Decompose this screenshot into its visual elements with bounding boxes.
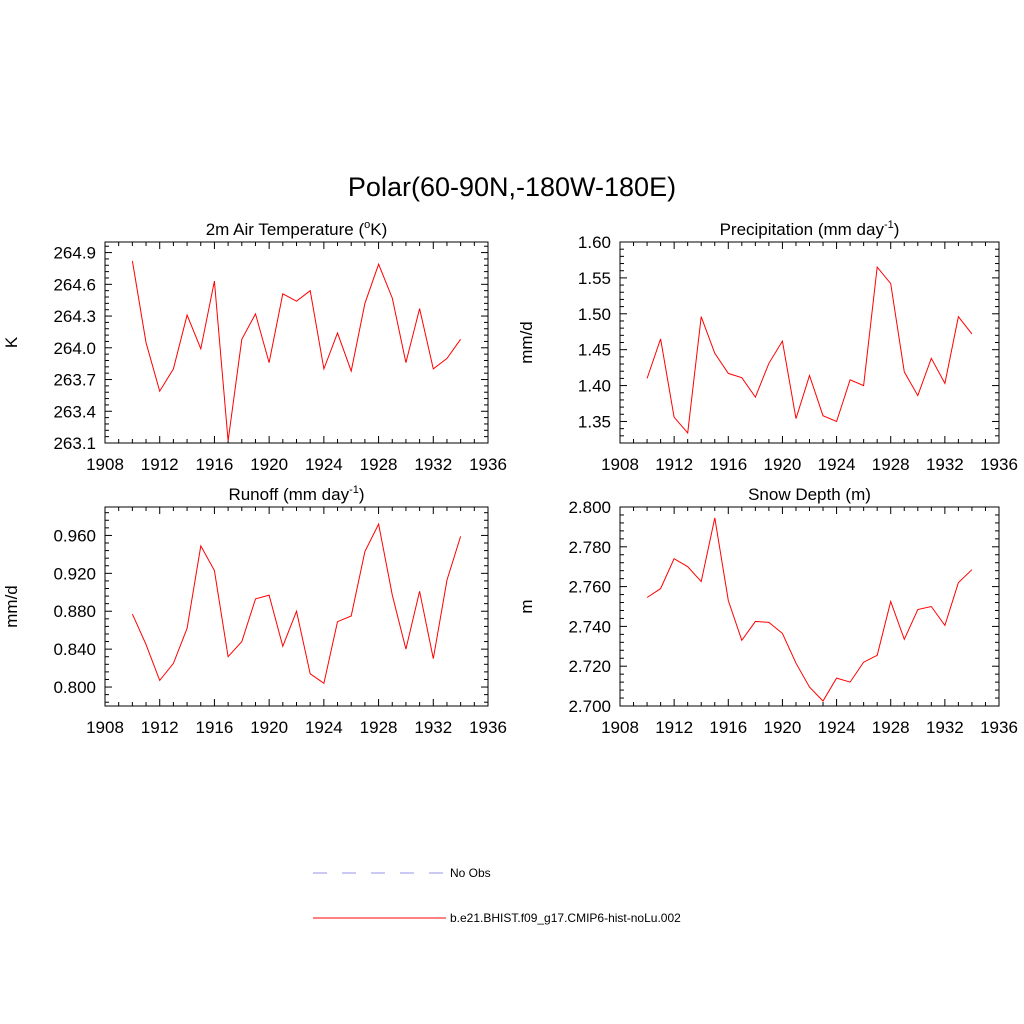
y-tick-label: 263.7	[53, 371, 96, 390]
y-tick-label: 0.840	[53, 640, 96, 659]
x-tick-label: 1932	[926, 455, 964, 474]
y-tick-label: 264.9	[53, 244, 96, 263]
y-axis-label: mm/d	[2, 585, 21, 628]
y-tick-label: 1.55	[578, 269, 611, 288]
chart-panel-2: 1908 1912 1916 1920 1924 1928 1932 1936 1.35 1.40…	[517, 219, 1018, 474]
x-tick-label: 1908	[86, 718, 124, 737]
x-tick-label: 1912	[655, 718, 693, 737]
x-tick-label: 1936	[980, 455, 1018, 474]
series-line	[646, 517, 973, 702]
x-tick-label: 1908	[86, 455, 124, 474]
x-tick-label: 1928	[872, 455, 910, 474]
x-tick-label: 1912	[141, 455, 179, 474]
y-tick-label: 0.880	[53, 602, 96, 621]
y-tick-label: 1.50	[578, 305, 611, 324]
x-tick-label: 1928	[872, 718, 910, 737]
x-tick-label: 1932	[926, 718, 964, 737]
y-tick-label: 1.45	[578, 341, 611, 360]
y-tick-label: 2.780	[568, 538, 611, 557]
series-line	[646, 265, 973, 435]
y-tick-label: 264.6	[53, 275, 96, 294]
x-tick-label: 1920	[250, 455, 288, 474]
series-line	[131, 260, 462, 441]
panels: 1908 1912 1916 1920 1924 1928 1932 1936 263.1 263…	[2, 219, 1018, 737]
y-tick-label: 1.35	[578, 412, 611, 431]
panel-title: 2m Air Temperature (oK)	[206, 219, 388, 239]
y-tick-label: 1.60	[578, 233, 611, 252]
plot-frame	[104, 506, 489, 707]
chart-panel-1: 1908 1912 1916 1920 1924 1928 1932 1936 263.1 263…	[2, 219, 507, 474]
x-tick-label: 1932	[414, 718, 452, 737]
x-tick-label: 1932	[414, 455, 452, 474]
chart-panel-4: 1908 1912 1916 1920 1924 1928 1932 1936 2.700 2.7…	[517, 485, 1018, 737]
y-tick-label: 2.760	[568, 578, 611, 597]
x-tick-label: 1908	[601, 455, 639, 474]
x-tick-label: 1916	[709, 718, 747, 737]
x-tick-label: 1912	[141, 718, 179, 737]
y-tick-label: 264.3	[53, 307, 96, 326]
legend: No Obs b.e21.BHIST.f09_g17.CMIP6-hist-no…	[313, 866, 681, 925]
x-tick-label: 1912	[655, 455, 693, 474]
y-tick-label: 2.800	[568, 498, 611, 517]
x-tick-label: 1920	[764, 718, 802, 737]
x-tick-label: 1908	[601, 718, 639, 737]
x-tick-label: 1936	[980, 718, 1018, 737]
y-tick-label: 2.700	[568, 697, 611, 716]
y-axis-label: K	[2, 336, 21, 348]
x-tick-label: 1936	[469, 455, 507, 474]
x-tick-label: 1924	[818, 455, 856, 474]
y-tick-label: 263.1	[53, 434, 96, 453]
x-tick-label: 1928	[360, 455, 398, 474]
x-tick-label: 1916	[196, 718, 234, 737]
chart-panel-3: 1908 1912 1916 1920 1924 1928 1932 1936 0.800 0.8…	[2, 484, 507, 737]
x-tick-label: 1928	[360, 718, 398, 737]
y-tick-label: 2.740	[568, 617, 611, 636]
y-tick-label: 1.40	[578, 377, 611, 396]
y-tick-label: 0.960	[53, 526, 96, 545]
panel-title: Snow Depth (m)	[748, 485, 871, 504]
y-tick-label: 0.800	[53, 678, 96, 697]
x-tick-label: 1916	[196, 455, 234, 474]
y-axis-label: m	[517, 599, 536, 613]
y-tick-label: 0.920	[53, 564, 96, 583]
x-tick-label: 1936	[469, 718, 507, 737]
x-tick-label: 1924	[818, 718, 856, 737]
legend-obs-label: No Obs	[450, 866, 491, 880]
y-tick-label: 263.4	[53, 402, 96, 421]
x-tick-label: 1916	[709, 455, 747, 474]
series-line	[131, 522, 462, 685]
y-tick-label: 2.720	[568, 657, 611, 676]
panel-title: Runoff (mm day-1)	[228, 484, 364, 504]
plot-frame	[619, 241, 1000, 444]
plot-frame	[619, 506, 1000, 707]
panel-title: Precipitation (mm day-1)	[720, 219, 900, 239]
figure-title: Polar(60-90N,-180W-180E)	[348, 172, 676, 202]
x-tick-label: 1920	[250, 718, 288, 737]
x-tick-label: 1924	[305, 718, 343, 737]
plot-frame	[104, 241, 489, 444]
x-tick-label: 1924	[305, 455, 343, 474]
y-axis-label: mm/d	[517, 321, 536, 364]
x-tick-label: 1920	[764, 455, 802, 474]
y-tick-label: 264.0	[53, 339, 96, 358]
legend-model-label: b.e21.BHIST.f09_g17.CMIP6-hist-noLu.002	[450, 911, 681, 925]
